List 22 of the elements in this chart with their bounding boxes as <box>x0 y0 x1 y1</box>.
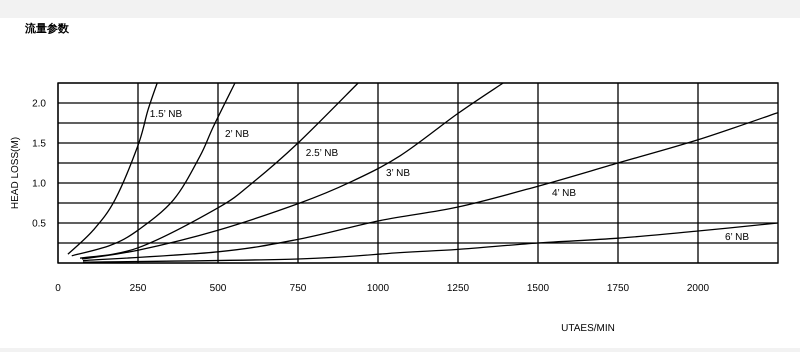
x-tick-label: 2000 <box>686 283 710 294</box>
x-tick-label: 1000 <box>366 283 390 294</box>
series-label: 1.5’ NB <box>150 109 183 120</box>
series-label: 2.5’ NB <box>306 148 339 159</box>
y-tick-label: 1.0 <box>32 178 46 190</box>
series-label: 6’ NB <box>724 232 750 243</box>
y-axis-title: HEAD LOSS(M) <box>10 136 21 210</box>
series-label: 3’ NB <box>386 168 410 179</box>
series-label: 2’ NB <box>224 129 250 140</box>
x-tick-label: 500 <box>210 283 227 294</box>
x-tick-label: 0 <box>55 283 62 294</box>
x-tick-label: 1500 <box>526 283 550 294</box>
chart-title: 流量参数 <box>24 22 70 35</box>
x-tick-label: 1750 <box>606 283 630 294</box>
x-tick-label: 250 <box>130 283 147 294</box>
x-axis-title: UTAES/MIN <box>561 323 615 334</box>
y-tick-label: 0.5 <box>32 218 46 230</box>
x-tick-label: 1250 <box>446 283 470 294</box>
series-label: 4’ NB <box>552 188 576 199</box>
y-tick-label: 2.0 <box>32 98 46 110</box>
y-tick-label: 1.5 <box>32 138 46 150</box>
x-tick-label: 750 <box>290 283 307 294</box>
